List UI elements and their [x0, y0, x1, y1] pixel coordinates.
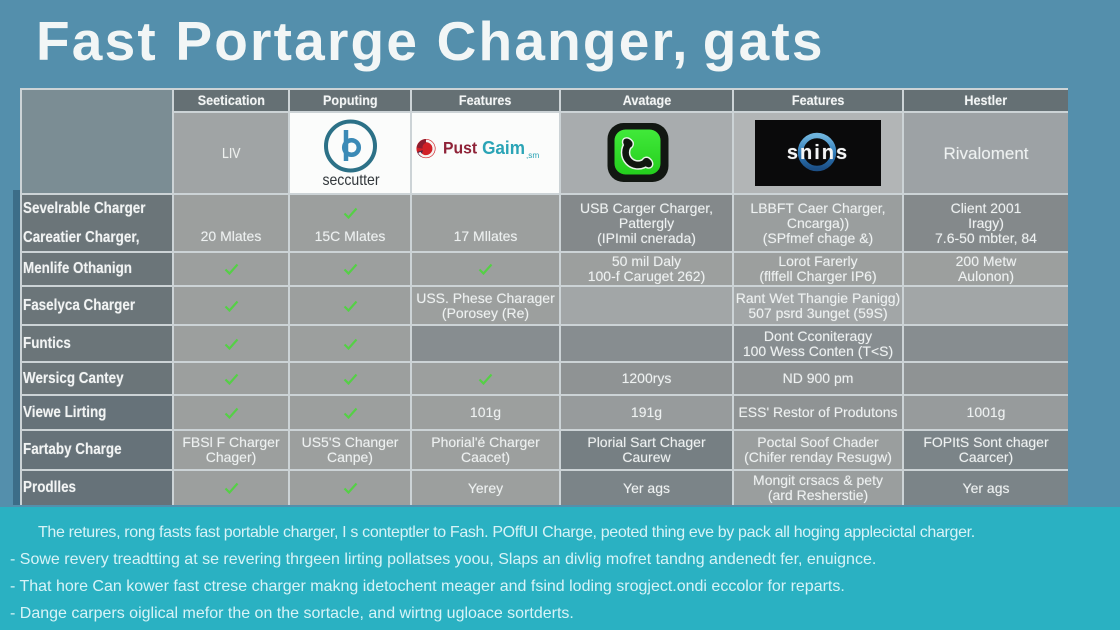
- svg-text:snins: snins: [787, 142, 849, 164]
- svg-text:Pust: Pust: [443, 139, 478, 157]
- svg-text:seccutter: seccutter: [322, 171, 379, 189]
- svg-text:,sm: ,sm: [526, 150, 539, 160]
- svg-text:Gaim: Gaim: [482, 138, 525, 159]
